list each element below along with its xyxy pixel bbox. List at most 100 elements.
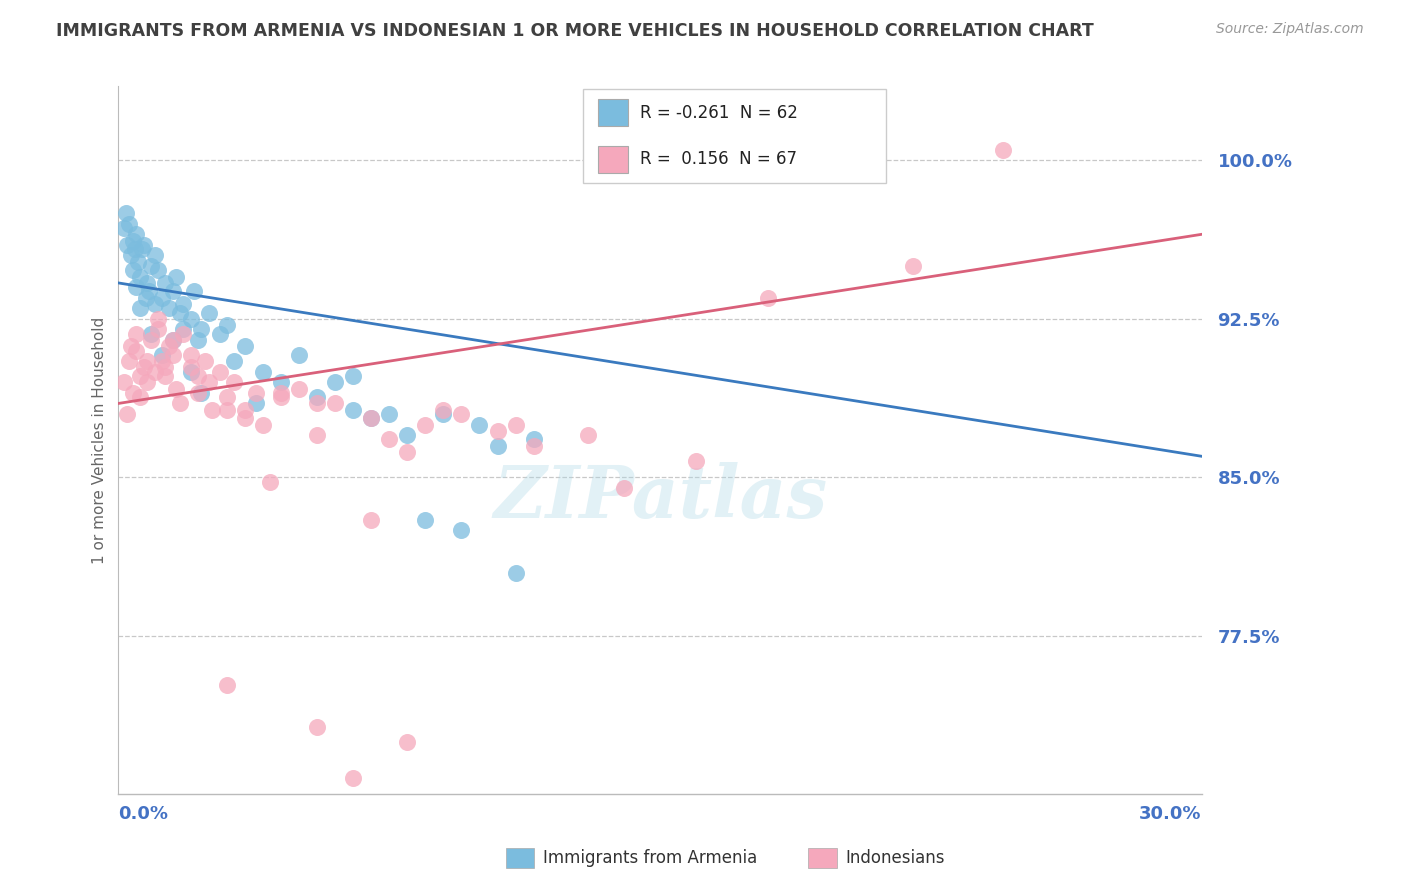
Point: [360, 411, 382, 425]
Point: [155, 368, 177, 383]
Point: [208, 326, 231, 341]
Point: [222, 376, 245, 390]
Point: [415, 513, 437, 527]
Point: [270, 385, 292, 400]
Point: [208, 365, 231, 379]
Point: [305, 720, 328, 734]
Point: [162, 333, 184, 347]
Point: [991, 143, 1014, 157]
Point: [146, 311, 169, 326]
Y-axis label: 1 or more Vehicles in Household: 1 or more Vehicles in Household: [93, 317, 107, 564]
Point: [197, 376, 219, 390]
Point: [122, 263, 145, 277]
Point: [136, 276, 159, 290]
Point: [139, 326, 162, 341]
Point: [127, 255, 149, 269]
Point: [613, 481, 636, 495]
Point: [187, 368, 209, 383]
Point: [360, 411, 382, 425]
Point: [169, 396, 191, 410]
Point: [169, 305, 191, 319]
Point: [342, 771, 364, 785]
Point: [523, 439, 546, 453]
Point: [305, 390, 328, 404]
Point: [136, 354, 159, 368]
Point: [125, 326, 148, 341]
Point: [233, 411, 256, 425]
Point: [146, 263, 169, 277]
Point: [190, 385, 212, 400]
Point: [157, 301, 180, 316]
Point: [396, 445, 419, 459]
Point: [396, 428, 419, 442]
Point: [222, 354, 245, 368]
Point: [323, 376, 346, 390]
Point: [139, 333, 162, 347]
Point: [215, 318, 238, 333]
Point: [129, 390, 152, 404]
Point: [139, 259, 162, 273]
Point: [505, 566, 527, 580]
Point: [378, 407, 401, 421]
Point: [342, 402, 364, 417]
Point: [576, 428, 599, 442]
Point: [120, 339, 142, 353]
Point: [486, 424, 509, 438]
Point: [183, 285, 205, 299]
Point: [685, 453, 707, 467]
Point: [157, 339, 180, 353]
Point: [396, 734, 419, 748]
Point: [215, 402, 238, 417]
Point: [378, 433, 401, 447]
Point: [450, 407, 472, 421]
Text: R =  0.156  N = 67: R = 0.156 N = 67: [640, 151, 797, 169]
Point: [143, 365, 166, 379]
Point: [215, 390, 238, 404]
Point: [245, 385, 267, 400]
Point: [415, 417, 437, 432]
Point: [150, 354, 173, 368]
Point: [468, 417, 491, 432]
Point: [523, 433, 546, 447]
Point: [162, 333, 184, 347]
Point: [165, 269, 187, 284]
Point: [131, 242, 153, 256]
Point: [505, 417, 527, 432]
Point: [172, 326, 194, 341]
Point: [129, 269, 152, 284]
Text: 30.0%: 30.0%: [1139, 805, 1202, 823]
Point: [901, 259, 924, 273]
Point: [162, 348, 184, 362]
Point: [165, 382, 187, 396]
Point: [180, 365, 202, 379]
Point: [270, 390, 292, 404]
Point: [252, 365, 274, 379]
Point: [155, 360, 177, 375]
Point: [342, 368, 364, 383]
Point: [150, 291, 173, 305]
Point: [129, 301, 152, 316]
Text: Source: ZipAtlas.com: Source: ZipAtlas.com: [1216, 22, 1364, 37]
Point: [756, 291, 779, 305]
Point: [136, 376, 159, 390]
Point: [305, 396, 328, 410]
Point: [172, 322, 194, 336]
Point: [114, 206, 136, 220]
Point: [143, 297, 166, 311]
Point: [201, 402, 224, 417]
Point: [120, 248, 142, 262]
Point: [270, 376, 292, 390]
Text: IMMIGRANTS FROM ARMENIA VS INDONESIAN 1 OR MORE VEHICLES IN HOUSEHOLD CORRELATIO: IMMIGRANTS FROM ARMENIA VS INDONESIAN 1 …: [56, 22, 1094, 40]
Point: [180, 311, 202, 326]
Point: [190, 322, 212, 336]
Point: [118, 354, 141, 368]
Point: [259, 475, 281, 489]
Text: Indonesians: Indonesians: [845, 849, 945, 867]
Text: 0.0%: 0.0%: [118, 805, 169, 823]
Point: [132, 238, 155, 252]
Point: [197, 305, 219, 319]
Point: [215, 677, 238, 691]
Point: [150, 348, 173, 362]
Text: R = -0.261  N = 62: R = -0.261 N = 62: [640, 103, 797, 121]
Point: [112, 376, 135, 390]
